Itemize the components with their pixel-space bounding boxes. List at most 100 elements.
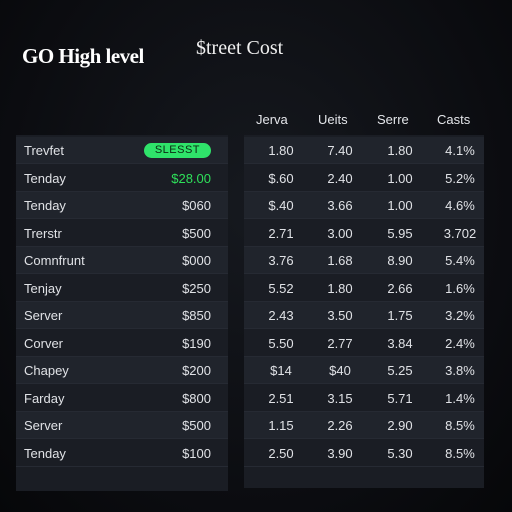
table-row[interactable]: 3.76 1.68 8.90 5.4% — [244, 247, 484, 274]
row-name: Chapey — [24, 362, 69, 378]
row-value: $100 — [182, 445, 211, 461]
table-cell: 1.4% — [445, 390, 475, 406]
table-cell: $40 — [329, 362, 351, 378]
row-value: $250 — [182, 280, 211, 296]
table-cell: 1.80 — [387, 142, 413, 158]
table-row[interactable]: Trevfet SLESST — [16, 137, 228, 164]
row-name: Farday — [24, 390, 65, 406]
table-cell: 3.2% — [445, 307, 475, 323]
table-cell: 1.80 — [327, 280, 353, 296]
row-value: $850 — [182, 307, 211, 323]
table-row[interactable]: 2.50 3.90 5.30 8.5% — [244, 440, 484, 467]
table-cell: 1.15 — [268, 417, 294, 433]
table-cell: 2.51 — [268, 390, 294, 406]
table-cell: 1.68 — [327, 252, 353, 268]
table-row[interactable]: Farday $800 — [16, 385, 228, 412]
table-cell: $.40 — [268, 197, 294, 213]
table-row[interactable]: 5.52 1.80 2.66 1.6% — [244, 275, 484, 302]
table-cell: 8.5% — [445, 417, 475, 433]
table-cell: 5.71 — [387, 390, 413, 406]
table-row[interactable]: 2.71 3.00 5.95 3.702 — [244, 220, 484, 247]
table-cell: 4.1% — [445, 142, 475, 158]
row-name: Tenday — [24, 445, 66, 461]
table-row[interactable]: Comnfrunt $000 — [16, 247, 228, 274]
table-row[interactable]: 2.51 3.15 5.71 1.4% — [244, 385, 484, 412]
table-cell: 3.90 — [327, 445, 353, 461]
table-cell: 2.4% — [445, 335, 475, 351]
table-row[interactable]: 5.50 2.77 3.84 2.4% — [244, 330, 484, 357]
table-cell: 2.77 — [327, 335, 353, 351]
table-cell: 5.2% — [445, 170, 475, 186]
row-name: Corver — [24, 335, 64, 351]
row-value: $800 — [182, 390, 211, 406]
table-row[interactable]: 2.43 3.50 1.75 3.2% — [244, 302, 484, 329]
row-value: $200 — [182, 362, 211, 378]
table-row[interactable]: $14 $40 5.25 3.8% — [244, 357, 484, 384]
table-row[interactable]: Tenday $060 — [16, 192, 228, 219]
table-cell: 1.00 — [387, 197, 413, 213]
table-cell: 3.15 — [327, 390, 353, 406]
table-cell: 3.702 — [443, 225, 477, 241]
table-cell: 3.84 — [387, 335, 413, 351]
row-name: Tenday — [24, 197, 66, 213]
column-header-jerva[interactable]: Jerva — [256, 112, 288, 127]
table-row[interactable]: $.60 2.40 1.00 5.2% — [244, 165, 484, 192]
row-value: $500 — [182, 417, 211, 433]
table-row[interactable]: Server $500 — [16, 412, 228, 439]
table-cell: 4.6% — [445, 197, 475, 213]
table-cell: 2.40 — [327, 170, 353, 186]
table-cell: 1.00 — [387, 170, 413, 186]
table-row[interactable]: Trerstr $500 — [16, 220, 228, 247]
table-cell: 7.40 — [327, 142, 353, 158]
table-row[interactable]: $.40 3.66 1.00 4.6% — [244, 192, 484, 219]
table-cell: 5.52 — [268, 280, 294, 296]
table-cell: 2.26 — [327, 417, 353, 433]
table-cell: 3.50 — [327, 307, 353, 323]
table-cell: 5.95 — [387, 225, 413, 241]
table-cell: $14 — [270, 362, 292, 378]
row-name: Trerstr — [24, 225, 62, 241]
table-cell: 3.76 — [268, 252, 294, 268]
table-cell: $.60 — [268, 170, 294, 186]
table-cell: 5.30 — [387, 445, 413, 461]
table-cell: 2.66 — [387, 280, 413, 296]
table-row[interactable]: Corver $190 — [16, 330, 228, 357]
table-cell: 1.80 — [268, 142, 294, 158]
table-cell: 3.00 — [327, 225, 353, 241]
row-value: $500 — [182, 225, 211, 241]
table-cell: 8.5% — [445, 445, 475, 461]
row-name: Tenday — [24, 170, 66, 186]
column-header-serre[interactable]: Serre — [377, 112, 409, 127]
row-name: Server — [24, 417, 63, 433]
table-row[interactable]: 1.80 7.40 1.80 4.1% — [244, 137, 484, 164]
page-title: GO High level — [22, 44, 144, 68]
row-name: Tenjay — [24, 280, 62, 296]
row-value: $060 — [182, 197, 211, 213]
column-header-casts[interactable]: Casts — [437, 112, 471, 127]
table-row[interactable]: Tenjay $250 — [16, 275, 228, 302]
table-cell: 3.66 — [327, 197, 353, 213]
column-header-ueits[interactable]: Ueits — [318, 112, 348, 127]
table-cell: 5.25 — [387, 362, 413, 378]
table-cell: 2.43 — [268, 307, 294, 323]
table-cell: 2.71 — [268, 225, 294, 241]
table-cell: 1.6% — [445, 280, 475, 296]
row-value: $000 — [182, 252, 211, 268]
table-cell: 1.75 — [387, 307, 413, 323]
table-row[interactable]: Chapey $200 — [16, 357, 228, 384]
row-name: Trevfet — [24, 142, 64, 158]
table-row[interactable]: 1.15 2.26 2.90 8.5% — [244, 412, 484, 439]
row-value: $190 — [182, 335, 211, 351]
table-row[interactable]: Tenday $100 — [16, 440, 228, 467]
status-badge: SLESST — [143, 142, 211, 158]
row-name: Comnfrunt — [24, 252, 85, 268]
table-row[interactable]: Server $850 — [16, 302, 228, 329]
table-cell: 5.50 — [268, 335, 294, 351]
table-cell: 8.90 — [387, 252, 413, 268]
table-cell: 5.4% — [445, 252, 475, 268]
table-cell: 2.50 — [268, 445, 294, 461]
row-name: Server — [24, 307, 63, 323]
page-subtitle: $treet Cost — [196, 37, 284, 59]
table-row[interactable]: Tenday $28.00 — [16, 165, 228, 192]
table-cell: 2.90 — [387, 417, 413, 433]
